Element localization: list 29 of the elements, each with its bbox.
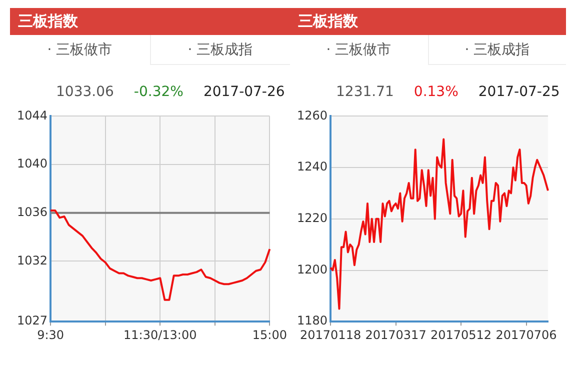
y-tick-label: 1180 [296, 314, 328, 328]
text: 0.13% [414, 84, 458, 100]
text: 1231.71 [336, 84, 394, 100]
y-tick-label: 1027 [16, 314, 48, 328]
x-tick-label: 20170706 [496, 328, 557, 342]
text: 2017-07-25 [478, 84, 560, 100]
y-tick-label: 1044 [16, 108, 48, 122]
y-tick-label: 1036 [16, 204, 48, 219]
text: · 三板做市 [325, 41, 392, 60]
text: 2017-07-26 [203, 84, 285, 100]
x-tick-label: 20170512 [430, 328, 492, 342]
y-tick-label: 1240 [296, 160, 328, 174]
y-tick-label: 1220 [296, 211, 328, 226]
text: · 三板成指 [428, 35, 566, 65]
x-tick-label: 11:30/13:00 [124, 328, 197, 342]
x-tick-label: 15:00 [252, 328, 288, 342]
chart-title: 三板指数 [10, 8, 290, 35]
x-tick-label: 9:30 [37, 328, 64, 342]
text: -0.32% [134, 84, 184, 100]
x-tick-label: 20170317 [365, 328, 426, 342]
text: · 三板成指 [150, 35, 290, 65]
text: · 三板做市 [46, 41, 114, 60]
y-tick-label: 1200 [296, 262, 328, 276]
text: 1033.06 [56, 84, 114, 100]
y-tick-label: 1040 [16, 156, 48, 171]
x-tick-label: 20170118 [300, 328, 362, 342]
y-tick-label: 1260 [296, 108, 328, 122]
chart-title: 三板指数 [290, 8, 566, 35]
y-tick-label: 1032 [16, 253, 48, 268]
